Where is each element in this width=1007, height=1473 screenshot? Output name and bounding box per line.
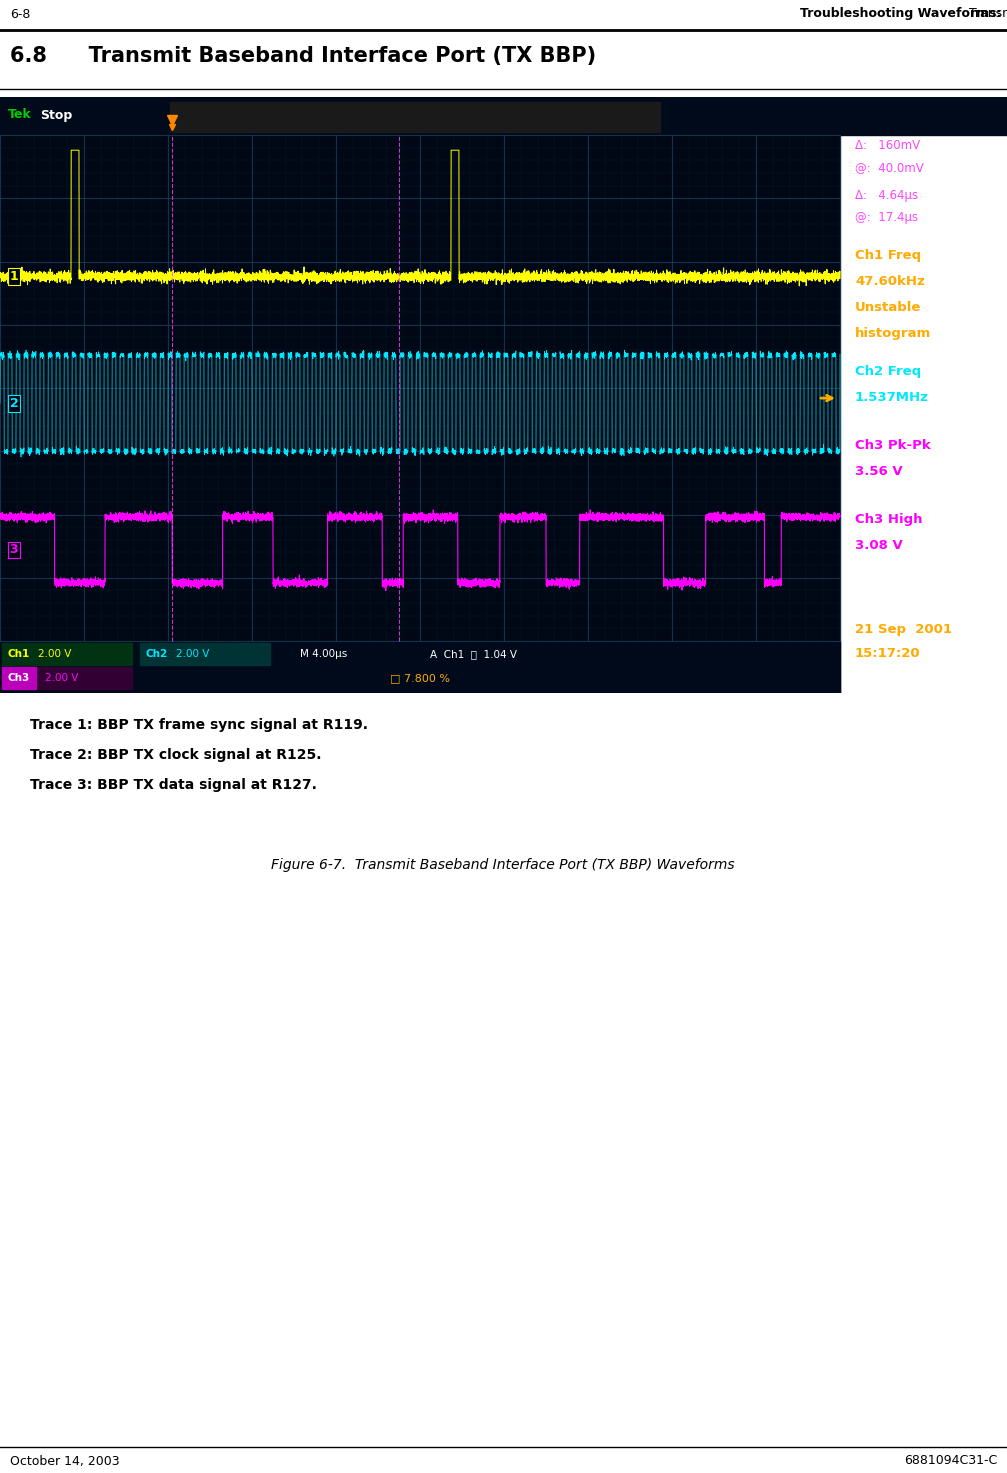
Text: 3.56 V: 3.56 V xyxy=(855,465,902,479)
Text: 1: 1 xyxy=(10,270,18,283)
Text: 3: 3 xyxy=(10,544,18,557)
Bar xyxy=(0,641,840,692)
Text: Trace 3: BBP TX data signal at R127.: Trace 3: BBP TX data signal at R127. xyxy=(30,778,317,792)
Text: □ 7.800 %: □ 7.800 % xyxy=(390,673,450,683)
Text: @:  40.0mV: @: 40.0mV xyxy=(855,161,923,174)
Text: Transmit Baseband Interface Port (TX BBP): Transmit Baseband Interface Port (TX BBP… xyxy=(965,7,1007,21)
Text: M 4.00μs: M 4.00μs xyxy=(300,650,347,658)
Text: Δ:   4.64μs: Δ: 4.64μs xyxy=(855,189,918,202)
Bar xyxy=(0,97,840,692)
Text: @:  17.4μs: @: 17.4μs xyxy=(855,211,918,224)
Text: histogram: histogram xyxy=(855,327,931,340)
Text: 1.537MHz: 1.537MHz xyxy=(855,390,928,404)
Text: Trace 1: BBP TX frame sync signal at R119.: Trace 1: BBP TX frame sync signal at R11… xyxy=(30,717,368,732)
Bar xyxy=(2,667,36,689)
Text: Trace 2: BBP TX clock signal at R125.: Trace 2: BBP TX clock signal at R125. xyxy=(30,748,321,762)
Text: Ch2 Freq: Ch2 Freq xyxy=(855,365,921,379)
Text: A  Ch1  ⏷  1.04 V: A Ch1 ⏷ 1.04 V xyxy=(430,650,517,658)
Text: 15:17:20: 15:17:20 xyxy=(855,647,920,660)
Text: 6881094C31-C: 6881094C31-C xyxy=(903,1454,997,1467)
Bar xyxy=(0,97,1007,136)
Text: Ch1 Freq: Ch1 Freq xyxy=(855,249,921,262)
Text: Δ:   160mV: Δ: 160mV xyxy=(855,138,920,152)
Text: 47.60kHz: 47.60kHz xyxy=(855,275,924,289)
Text: Unstable: Unstable xyxy=(855,300,921,314)
Text: Ch2: Ch2 xyxy=(146,650,168,658)
Text: Ch3 Pk-Pk: Ch3 Pk-Pk xyxy=(855,439,930,452)
Text: 2.00 V: 2.00 V xyxy=(176,650,209,658)
Text: 3.08 V: 3.08 V xyxy=(855,539,902,552)
Text: 6-8: 6-8 xyxy=(10,7,30,21)
Text: Ch3: Ch3 xyxy=(8,673,30,683)
Text: Tek: Tek xyxy=(8,109,32,121)
Text: 2.00 V: 2.00 V xyxy=(38,650,71,658)
Bar xyxy=(170,102,660,133)
Text: 2: 2 xyxy=(10,396,18,409)
Bar xyxy=(2,644,132,664)
Text: October 14, 2003: October 14, 2003 xyxy=(10,1454,120,1467)
Text: Ch3 High: Ch3 High xyxy=(855,513,922,526)
Text: Stop: Stop xyxy=(40,109,73,121)
Text: Figure 6-7.  Transmit Baseband Interface Port (TX BBP) Waveforms: Figure 6-7. Transmit Baseband Interface … xyxy=(271,857,735,872)
Text: 2.00 V: 2.00 V xyxy=(45,673,79,683)
Text: 6.8  Transmit Baseband Interface Port (TX BBP): 6.8 Transmit Baseband Interface Port (TX… xyxy=(10,46,596,66)
Text: Troubleshooting Waveforms:: Troubleshooting Waveforms: xyxy=(800,7,1002,21)
Text: 21 Sep  2001: 21 Sep 2001 xyxy=(855,623,952,636)
Bar xyxy=(2,667,132,689)
Bar xyxy=(140,644,270,664)
Text: Ch1: Ch1 xyxy=(8,650,30,658)
